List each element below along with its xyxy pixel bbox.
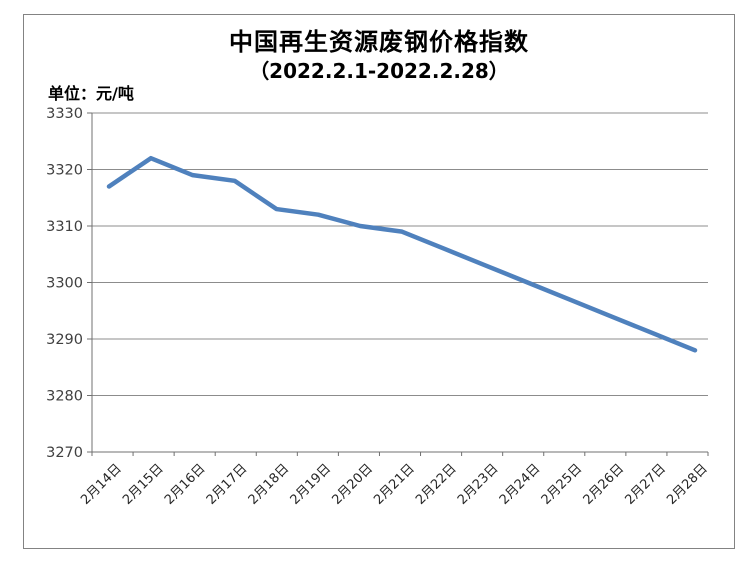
- x-tick-label: 2月17日: [204, 461, 251, 508]
- x-tick-label: 2月23日: [455, 461, 502, 508]
- x-tick-label: 2月15日: [120, 461, 167, 508]
- y-tick-label: 3330: [46, 106, 83, 122]
- chart-frame: [23, 14, 735, 549]
- x-tick-label: 2月19日: [288, 461, 335, 508]
- x-tick-label: 2月26日: [581, 461, 628, 508]
- x-tick-label: 2月25日: [539, 461, 586, 508]
- x-tick-label: 2月16日: [162, 461, 209, 508]
- unit-label: 单位：元/吨: [48, 84, 134, 103]
- price-line: [106, 155, 698, 353]
- chart-title: 中国再生资源废钢价格指数: [229, 28, 529, 56]
- y-tick-label: 3280: [46, 389, 83, 405]
- x-tick-label: 2月20日: [329, 461, 376, 508]
- y-tick-label: 3310: [46, 219, 83, 235]
- x-tick-label: 2月22日: [413, 461, 460, 508]
- x-tick-label: 2月24日: [497, 461, 544, 508]
- x-tick-label: 2月14日: [78, 461, 125, 508]
- chart-subtitle: （2022.2.1-2022.2.28）: [249, 59, 509, 83]
- x-tick-label: 2月21日: [371, 461, 418, 508]
- x-tick-label: 2月28日: [664, 461, 711, 508]
- y-tick-label: 3300: [46, 276, 83, 292]
- y-tick-label: 3320: [46, 163, 83, 179]
- y-tick-label: 3290: [46, 332, 83, 348]
- x-tick-label: 2月18日: [246, 461, 293, 508]
- y-tick-label: 3270: [46, 445, 83, 461]
- x-tick-label: 2月27日: [622, 461, 669, 508]
